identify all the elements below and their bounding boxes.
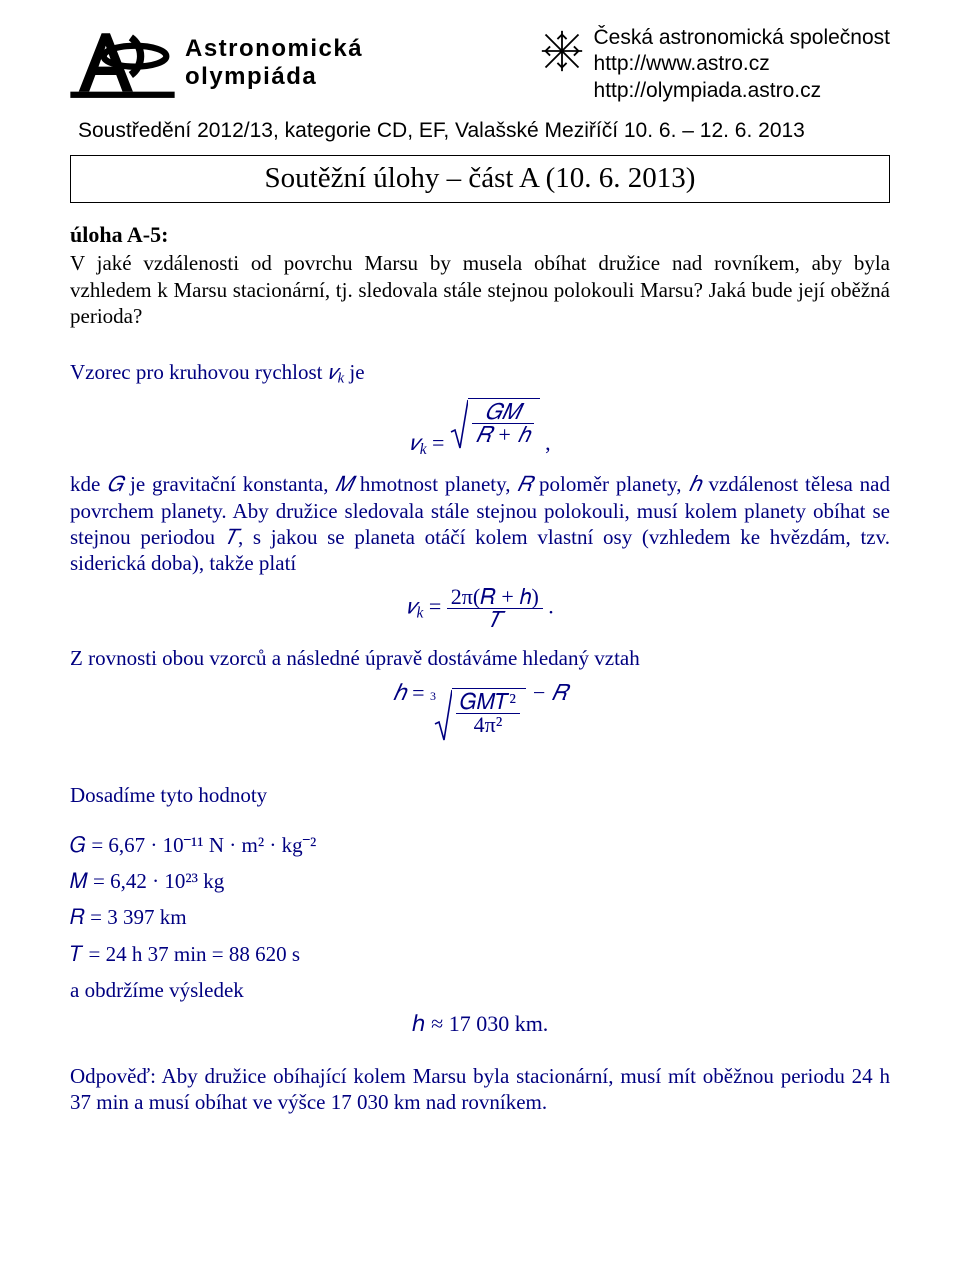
sym-G: 𝐺 [107,472,123,496]
f1-sqrt: 𝐺𝑀 𝑅 + ℎ [450,398,540,450]
f1-num: 𝐺𝑀 [472,401,534,423]
radical-icon [434,688,452,742]
f3-frac: 𝐺𝑀𝑇² 4π² [456,691,520,736]
sol-p2a: kde [70,472,107,496]
f3-eq: = [412,680,430,705]
snowflake-icon [540,25,584,79]
f1-vk: 𝑣 [409,430,419,455]
f3-radicand: 𝐺𝑀𝑇² 4π² [452,688,526,742]
sym-M: 𝑀 [335,472,353,496]
f2-frac: 2π(𝑅 + ℎ) 𝑇 [447,586,543,631]
f1-comma: , [540,430,551,455]
sol-p3: Z rovnosti obou vzorců a následné úpravě… [70,645,890,671]
f2-k: k [417,605,424,622]
f1-eq: = [432,430,450,455]
val-G: 𝐺 = 6,67 · 10⁻¹¹ N · m² · kg⁻² [70,832,890,858]
f3-h: ℎ [393,680,407,705]
f2-eq: = [429,594,447,619]
title-left: Astronomická olympiáda [185,25,530,90]
formula-vk2: 𝑣k = 2π(𝑅 + ℎ) 𝑇 . [70,586,890,631]
f2-vk: 𝑣 [406,594,416,619]
org-block: Česká astronomická společnost http://www… [594,25,890,104]
result-intro: a obdržíme výsledek [70,977,890,1003]
sym-R: 𝑅 [517,472,532,496]
val-R: 𝑅 = 3 397 km [70,904,890,930]
f3-sqrt: 3 𝐺𝑀𝑇² 4π² [430,688,526,742]
formula-vk: 𝑣k = 𝐺𝑀 𝑅 + ℎ , [70,398,890,457]
task-text: V jaké vzdálenosti od povrchu Marsu by m… [70,250,890,329]
page-title-box: Soutěžní úlohy – část A (10. 6. 2013) [70,155,890,203]
f3-num: 𝐺𝑀𝑇² [456,691,520,713]
org-url1: http://www.astro.cz [594,51,890,77]
vals-intro: Dosadíme tyto hodnoty [70,782,890,808]
f1-frac: 𝐺𝑀 𝑅 + ℎ [472,401,534,446]
sol-p1a: Vzorec pro kruhovou rychlost [70,360,328,384]
f2-num: 2π(𝑅 + ℎ) [447,586,543,608]
f3-den: 4π² [456,713,520,736]
f2-den: 𝑇 [447,608,543,631]
sym-vk: 𝑣 [328,360,338,384]
solution-block: Vzorec pro kruhovou rychlost 𝑣k je 𝑣k = … [70,359,890,1116]
sol-p1: Vzorec pro kruhovou rychlost 𝑣k je [70,359,890,388]
f1-k: k [420,441,427,458]
answer: Odpověď: Aby družice obíhající kolem Mar… [70,1063,890,1116]
formula-h: ℎ = 3 𝐺𝑀𝑇² 4π² − 𝑅 [70,682,890,742]
logo-ao-icon [70,25,175,106]
org-name: Česká astronomická společnost [594,25,890,51]
sym-h: ℎ [688,472,701,496]
sol-p2: kde 𝐺 je gravitační konstanta, 𝑀 hmotnos… [70,471,890,576]
f3-minusR: − 𝑅 [526,680,567,705]
sol-p2d: poloměr planety, [532,472,688,496]
sol-p1b: je [344,360,364,384]
f1-den: 𝑅 + ℎ [472,423,534,446]
org-url2: http://olympiada.astro.cz [594,78,890,104]
f1-radicand: 𝐺𝑀 𝑅 + ℎ [468,398,540,450]
title-line2: olympiáda [185,63,530,91]
sym-T: 𝑇 [225,525,238,549]
task-label: úloha A-5: [70,221,890,249]
formula-h-result: ℎ ≈ 17 030 km. [70,1013,890,1035]
sol-p2c: hmotnost planety, [353,472,517,496]
radical-icon [450,398,468,450]
val-T: 𝑇 = 24 h 37 min = 88 620 s [70,941,890,967]
values-list: 𝐺 = 6,67 · 10⁻¹¹ N · m² · kg⁻² 𝑀 = 6,42 … [70,832,890,967]
title-line1: Astronomická [185,35,530,63]
val-M: 𝑀 = 6,42 · 10²³ kg [70,868,890,894]
subheader: Soustředění 2012/13, kategorie CD, EF, V… [70,118,890,144]
header: Astronomická olympiáda Česká astronomick… [70,25,890,106]
sol-p2b: je gravitační konstanta, [123,472,335,496]
f2-dot: . [543,594,554,619]
